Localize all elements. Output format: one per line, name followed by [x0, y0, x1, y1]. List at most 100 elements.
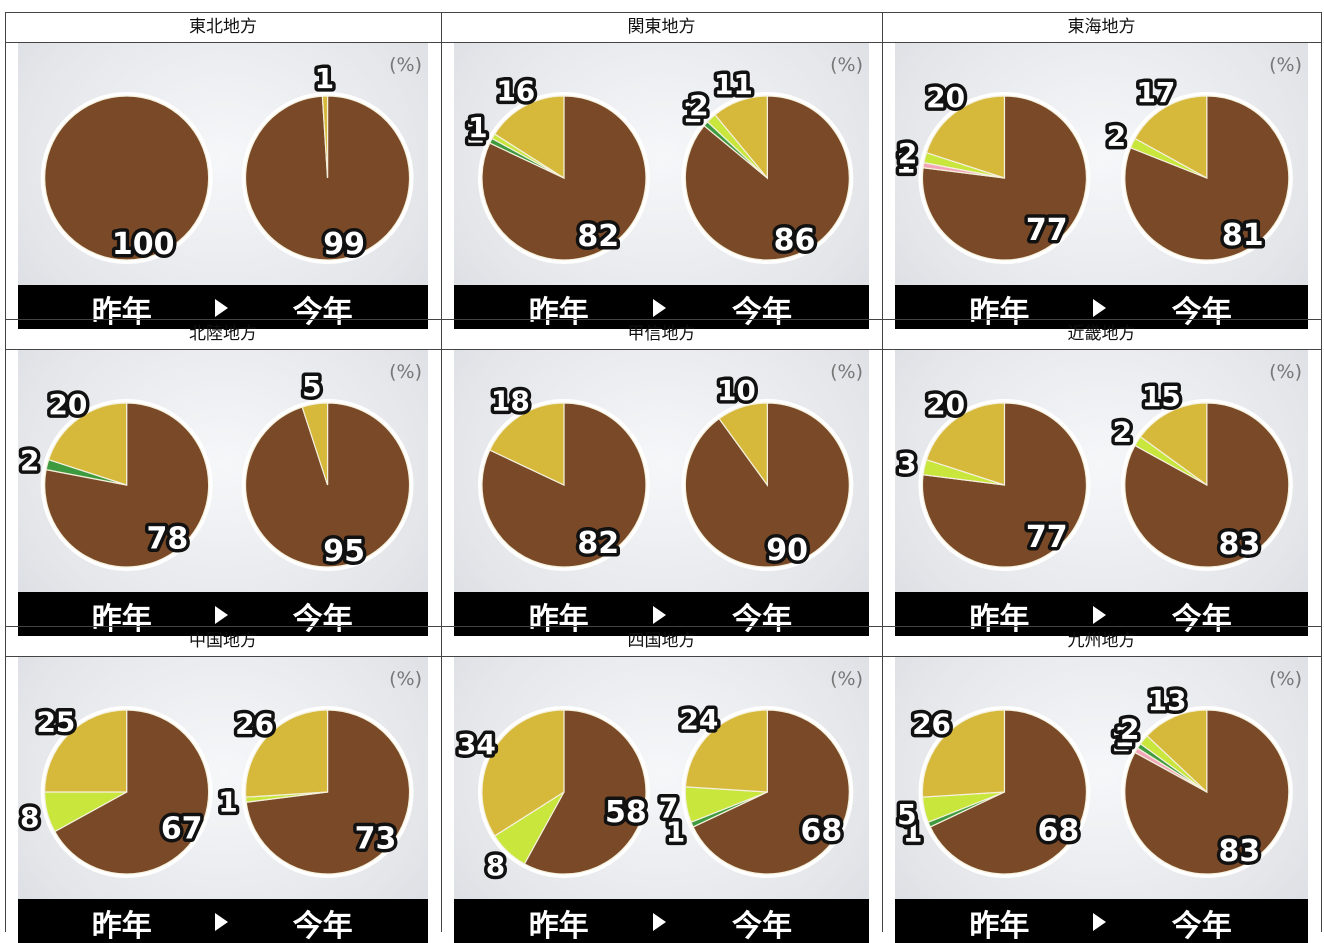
pie-slice	[44, 709, 128, 793]
slice-label: 95	[323, 534, 365, 569]
slice-label: 2	[689, 89, 708, 122]
pie-slice	[718, 402, 768, 487]
pie-slice	[493, 95, 565, 180]
this-year-label: 今年	[732, 909, 793, 943]
region-cell: 四国地方 (%) 58 8 34 68 1 7 24 昨年 今年	[441, 626, 882, 943]
region-title: 甲信地方	[441, 319, 882, 350]
pie-slice	[44, 95, 210, 261]
pie-slice	[921, 709, 1006, 798]
slice-label: 1	[1111, 725, 1130, 758]
slice-label: 82	[577, 219, 619, 254]
region-cell: 中国地方 (%) 67 8 25 73 1 26 昨年 今年	[5, 626, 441, 943]
pie-panel: (%) 67 8 25 73 1 26 昨年 今年	[18, 657, 428, 943]
grid-vline	[882, 12, 883, 932]
pie-slice	[1146, 709, 1208, 794]
this-year-label: 今年	[1171, 295, 1232, 329]
pie-panel: (%) 82 18 90 10 昨年 今年	[454, 350, 869, 636]
slice-label: 77	[1026, 213, 1068, 248]
slice-label: 77	[1026, 520, 1068, 555]
last-year-label: 昨年	[528, 909, 589, 943]
slice-label: 86	[774, 223, 816, 258]
slice-label: 2	[1113, 415, 1132, 448]
last-year-label: 昨年	[528, 602, 589, 636]
grid-vline	[441, 12, 442, 932]
arrow-right-icon	[1093, 606, 1107, 624]
year-bar: 昨年 今年	[895, 285, 1308, 329]
region-title: 関東地方	[441, 12, 882, 43]
slice-label: 2	[20, 444, 39, 477]
slice-label: 68	[1038, 813, 1080, 848]
slice-label: 1	[683, 96, 702, 129]
slice-label: 20	[926, 388, 965, 421]
slice-label: 82	[577, 526, 619, 561]
pie-slice	[321, 95, 329, 179]
slice-label: 1	[896, 146, 915, 179]
year-bar: 昨年 今年	[454, 592, 869, 636]
slice-label: 24	[679, 703, 718, 736]
slice-label: 34	[457, 728, 496, 761]
arrow-right-icon	[653, 913, 667, 931]
arrow-right-icon	[653, 606, 667, 624]
arrow-right-icon	[653, 299, 667, 317]
slice-label: 10	[717, 374, 756, 407]
region-cell: 九州地方 (%) 68 1 5 26 83 1 1 2 13 昨年 今年	[882, 626, 1321, 943]
slice-label: 73	[355, 821, 397, 856]
this-year-label: 今年	[292, 295, 353, 329]
pie-slice	[44, 402, 210, 568]
slice-label: 17	[1136, 76, 1175, 109]
arrow-right-icon	[1093, 913, 1107, 931]
unit-label: (%)	[830, 361, 863, 383]
region-cell: 近畿地方 (%) 77 3 20 83 2 15 昨年 今年	[882, 319, 1321, 636]
unit-label: (%)	[1269, 361, 1302, 383]
arrow-right-icon	[214, 913, 228, 931]
slice-label: 83	[1218, 527, 1260, 562]
slice-label: 3	[897, 447, 916, 480]
last-year-label: 昨年	[969, 295, 1030, 329]
slice-label: 8	[20, 801, 39, 834]
arrow-right-icon	[1093, 299, 1107, 317]
year-bar: 昨年 今年	[895, 899, 1308, 943]
pie-svg: (%) 78 2 20 95 5	[18, 361, 422, 572]
slice-label: 2	[1107, 119, 1126, 152]
unit-label: (%)	[389, 668, 422, 690]
pie-panel: (%) 58 8 34 68 1 7 24 昨年 今年	[454, 657, 869, 943]
region-title: 東北地方	[5, 12, 441, 43]
this-year-label: 今年	[732, 295, 793, 329]
slice-label: 25	[36, 705, 75, 738]
slice-label: 26	[235, 708, 274, 741]
pie-svg: (%) 77 3 20 83 2 15	[895, 361, 1302, 571]
slice-label: 100	[112, 227, 175, 262]
slice-label: 15	[1142, 380, 1181, 413]
region-cell: 関東地方 (%) 82 1 1 16 86 1 2 11 昨年 今年	[441, 12, 882, 329]
slice-label: 7	[659, 792, 678, 825]
pie-slice	[244, 709, 329, 798]
pie-slice	[53, 709, 210, 875]
pie-panel: (%) 68 1 5 26 83 1 1 2 13 昨年 今年	[895, 657, 1308, 943]
grid-hline	[5, 12, 1321, 13]
year-bar: 昨年 今年	[454, 899, 869, 943]
pie-slice	[1134, 95, 1208, 180]
unit-label: (%)	[830, 54, 863, 76]
pie-svg: (%) 82 18 90 10	[477, 361, 863, 571]
slice-label: 13	[1148, 684, 1187, 717]
region-cell: 東北地方 (%) 100 99 1 昨年 今年	[5, 12, 441, 329]
pie-slice	[488, 402, 565, 486]
year-bar: 昨年 今年	[18, 285, 428, 329]
region-title: 東海地方	[882, 12, 1321, 43]
slice-label: 81	[1222, 218, 1264, 253]
pie-panel: (%) 78 2 20 95 5 昨年 今年	[18, 350, 428, 636]
pie-panel: (%) 77 1 2 20 81 2 17 昨年 今年	[895, 43, 1308, 329]
pie-panel: (%) 82 1 1 16 86 1 2 11 昨年 今年	[454, 43, 869, 329]
grid-hline	[5, 319, 1321, 320]
region-title: 北陸地方	[5, 319, 441, 350]
unit-label: (%)	[389, 361, 422, 383]
pie-panel: (%) 77 3 20 83 2 15 昨年 今年	[895, 350, 1308, 636]
grid-vline	[5, 12, 6, 932]
slice-label: 5	[302, 370, 321, 403]
pie-slice	[684, 709, 768, 793]
grid-hline	[5, 626, 1321, 627]
region-title: 九州地方	[882, 626, 1321, 657]
last-year-label: 昨年	[91, 909, 152, 943]
arrow-right-icon	[214, 299, 228, 317]
